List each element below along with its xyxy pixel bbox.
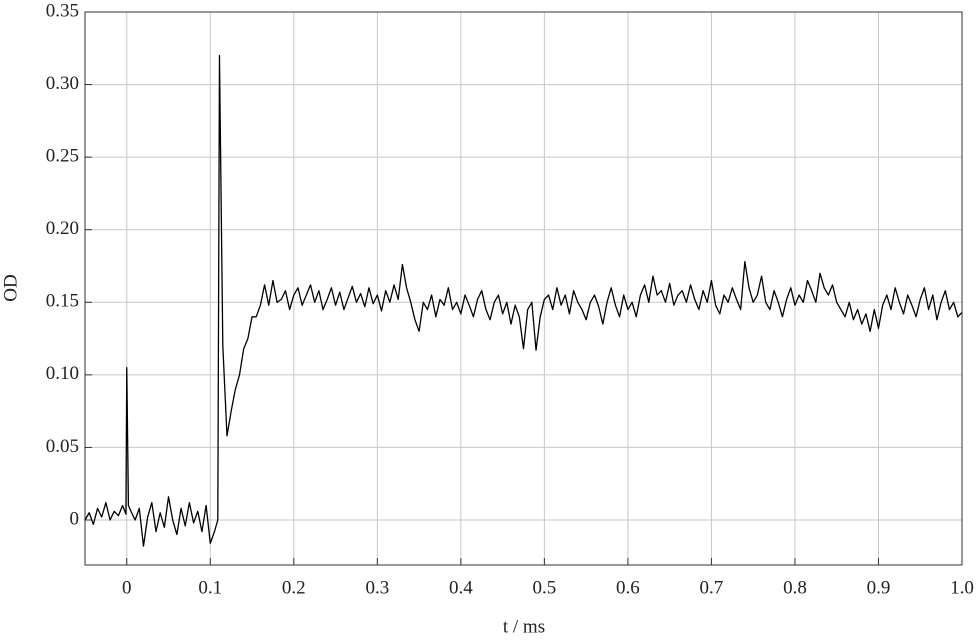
y-tick-label: 0.05 — [46, 436, 79, 457]
x-tick-label: 0 — [122, 577, 132, 598]
y-tick-label: 0 — [70, 508, 80, 529]
x-tick-label: 0.9 — [867, 577, 891, 598]
y-tick-label: 0.30 — [46, 73, 79, 94]
y-axis-label: OD — [0, 274, 21, 301]
x-tick-label: 0.1 — [198, 577, 222, 598]
x-tick-label: 0.7 — [700, 577, 724, 598]
x-tick-label: 1.0 — [950, 577, 974, 598]
data-line — [84, 54, 963, 547]
y-tick-label: 0.20 — [46, 218, 79, 239]
y-tick-label: 0.35 — [46, 0, 79, 21]
x-axis-label: t / ms — [503, 616, 545, 637]
x-tick-label: 0.6 — [616, 577, 640, 598]
y-tick-label: 0.15 — [46, 291, 79, 312]
plot-frame — [84, 11, 963, 566]
y-tick-label: 0.25 — [46, 146, 79, 167]
x-tick-label: 0.8 — [783, 577, 807, 598]
x-tick-label: 0.4 — [449, 577, 473, 598]
x-tick-label: 0.2 — [282, 577, 306, 598]
x-tick-label: 0.5 — [533, 577, 557, 598]
y-tick-label: 0.10 — [46, 363, 79, 384]
x-tick-label: 0.3 — [365, 577, 389, 598]
